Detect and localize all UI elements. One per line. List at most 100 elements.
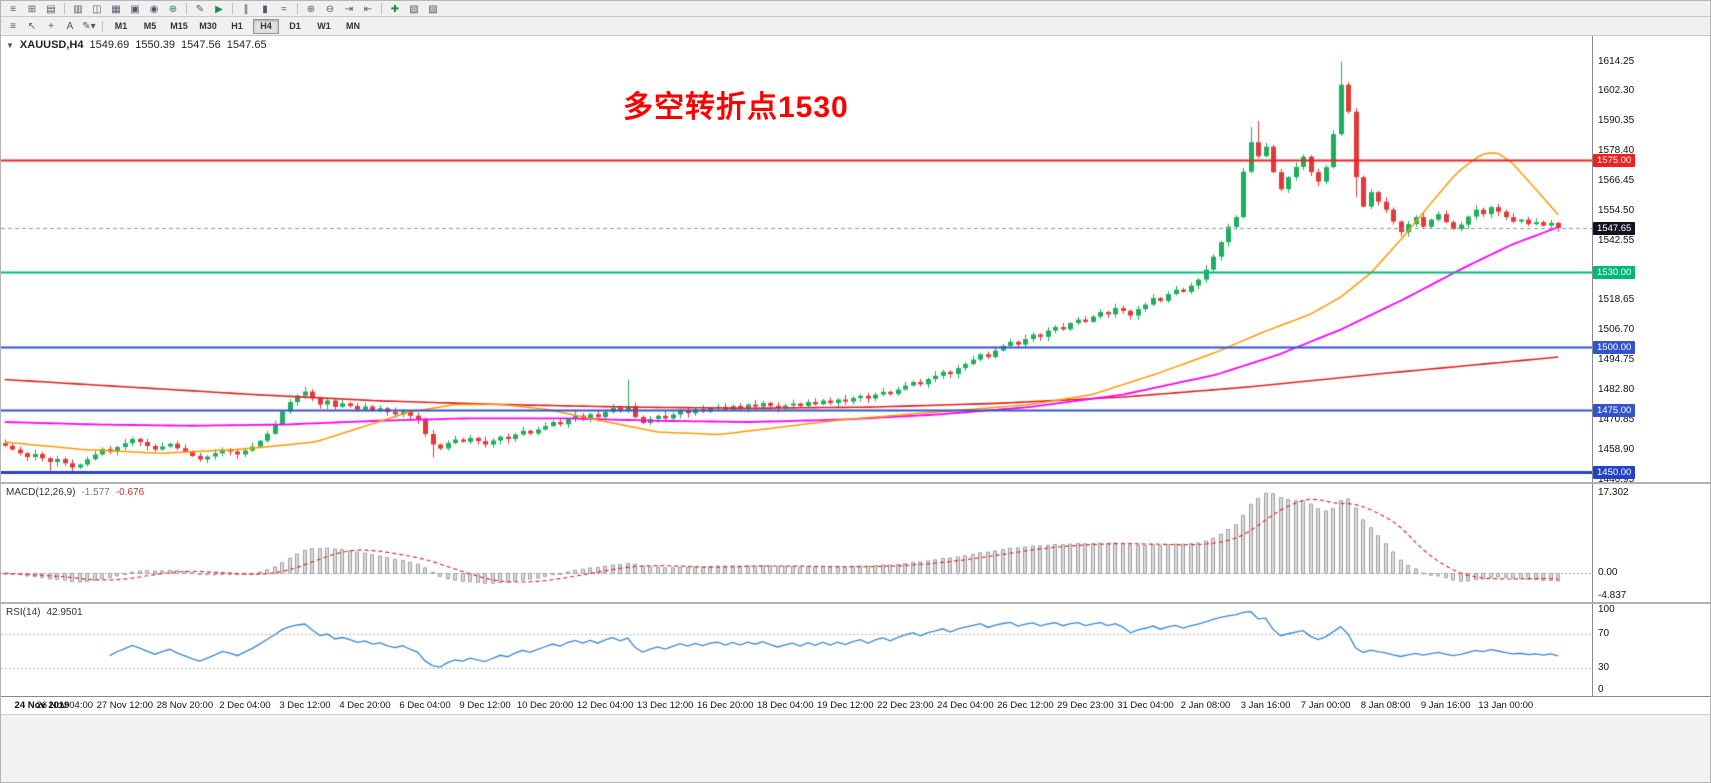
time-label: 7 Jan 00:00 (1300, 700, 1351, 711)
macd-scale[interactable]: 17.302 0.00 -4.837 (1592, 484, 1710, 602)
rsi-pane: 100 70 30 0 RSI(14) 42.9501 (1, 604, 1710, 696)
rsi-canvas[interactable] (1, 604, 1592, 696)
time-label: 16 Dec 20:00 (696, 700, 754, 711)
timeframe-m30-button[interactable]: M30 (199, 20, 217, 31)
navigator-button[interactable]: ▦ (111, 3, 121, 15)
windows-button[interactable]: ≡ (10, 21, 16, 32)
bar-chart-button[interactable]: ∥ (243, 3, 249, 15)
current-price-tag: 1547.65 (1593, 222, 1636, 236)
main-toolbar: ≡ ⊞ ▤ ▥ ◫ ▦ ▣ ◉ ⊕ ✎ ▶ ∥ ▮ ≈ ⊕ ⊖ ⇥ ⇤ ✚ ▧ ▨ (1, 1, 1710, 17)
timeframe-mn-button[interactable]: MN (346, 20, 360, 31)
autotrading-button[interactable]: ▶ (215, 3, 223, 15)
macd-canvas[interactable] (1, 484, 1592, 602)
timeframe-h1-button[interactable]: H1 (231, 20, 243, 31)
timeframe-h4-button[interactable]: H4 (253, 18, 279, 34)
rsi-scale[interactable]: 100 70 30 0 (1592, 604, 1710, 696)
new-order-button[interactable]: ⊕ (168, 3, 178, 15)
time-label: 13 Dec 12:00 (636, 700, 694, 711)
bottom-area (1, 714, 1710, 782)
menu-button[interactable]: ≡ (10, 3, 16, 15)
zoom-out-button[interactable]: ⊖ (325, 3, 335, 15)
pane-splitter-rsi[interactable] (1, 602, 1710, 604)
one-click-trading-toggle[interactable]: ▼ (6, 41, 14, 50)
resistance-line-1575-tag: 1575.00 (1593, 153, 1636, 167)
macd-pane: 17.302 0.00 -4.837 MACD(12,26,9) -1.577 -0… (1, 484, 1710, 602)
pivot-line-1530-tag: 1530.00 (1593, 266, 1636, 280)
price-tick: 1602.30 (1598, 85, 1635, 97)
toolbar-separator (186, 3, 187, 14)
time-label: 4 Dec 20:00 (339, 700, 391, 711)
toolbar-separator (297, 3, 298, 14)
time-label: 31 Dec 04:00 (1117, 700, 1174, 711)
zoom-in-button[interactable]: ⊕ (306, 3, 316, 15)
time-label: 27 Nov 12:00 (96, 700, 154, 711)
price-tick: 1542.55 (1598, 234, 1635, 246)
time-label: 22 Dec 23:00 (877, 700, 934, 711)
auto-scroll-button[interactable]: ⇥ (344, 3, 354, 15)
time-label: 24 Dec 04:00 (937, 700, 994, 711)
periods-button[interactable]: ▧ (409, 3, 419, 15)
price-tick: 1470.85 (1598, 413, 1635, 425)
time-label: 26 Nov 04:00 (36, 700, 94, 711)
price-tick: 1590.35 (1598, 115, 1635, 127)
time-label: 29 Dec 23:00 (1057, 700, 1114, 711)
timeframe-m15-button[interactable]: M15 (170, 20, 188, 31)
timeframe-w1-button[interactable]: W1 (317, 20, 331, 31)
time-label: 28 Nov 20:00 (156, 700, 214, 711)
time-label: 3 Jan 16:00 (1240, 700, 1291, 711)
time-label: 9 Jan 16:00 (1420, 700, 1471, 711)
candlestick-chart-button[interactable]: ▮ (262, 3, 268, 15)
time-label: 19 Dec 12:00 (817, 700, 874, 711)
main-chart-pane: 1614.25 1602.30 1590.35 1578.40 1566.45 1554.… (1, 36, 1710, 482)
macd-tick: -4.837 (1598, 589, 1627, 601)
rsi-tick: 100 (1598, 604, 1615, 615)
price-tick: 1566.45 (1598, 175, 1635, 187)
price-tick: 1518.65 (1598, 294, 1635, 306)
macd-tick: 17.302 (1598, 487, 1629, 499)
chart-annotation: 多空转折点1530 (623, 91, 849, 124)
time-label: 6 Dec 04:00 (399, 700, 451, 711)
time-label: 24 Nov 2019 (14, 700, 70, 711)
templates-button[interactable]: ▨ (428, 3, 438, 15)
time-label: 9 Dec 12:00 (459, 700, 511, 711)
price-tick: 1458.90 (1598, 443, 1635, 455)
time-label: 12 Dec 04:00 (576, 700, 634, 711)
line-chart-button[interactable]: ≈ (281, 3, 287, 15)
draw-tools-button[interactable]: ✎▾ (82, 21, 96, 32)
text-label-button[interactable]: A (66, 21, 74, 32)
toolbar-separator (381, 3, 382, 14)
price-tick: 1614.25 (1598, 55, 1635, 67)
terminal-button[interactable]: ▣ (130, 3, 140, 15)
main-price-scale[interactable]: 1614.25 1602.30 1590.35 1578.40 1566.45 1554.… (1592, 36, 1710, 482)
strategy-tester-button[interactable]: ◉ (149, 3, 159, 15)
price-tick: 1494.75 (1598, 354, 1635, 366)
timeframe-d1-button[interactable]: D1 (289, 20, 301, 31)
metaeditor-button[interactable]: ✎ (195, 3, 205, 15)
cursor-button[interactable]: ↖ (27, 21, 37, 32)
pane-splitter-macd[interactable] (1, 482, 1710, 484)
time-label: 10 Dec 20:00 (516, 700, 574, 711)
price-tick: 1554.50 (1598, 204, 1635, 216)
time-axis[interactable]: 24 Nov 2019 26 Nov 04:00 27 Nov 12:00 28 No… (1, 696, 1710, 714)
profiles-button[interactable]: ▤ (46, 3, 56, 15)
data-window-button[interactable]: ◫ (92, 3, 102, 15)
new-chart-button[interactable]: ⊞ (27, 3, 37, 15)
timeframe-m1-button[interactable]: M1 (114, 20, 128, 31)
main-chart-canvas[interactable] (1, 36, 1592, 482)
support-line-1450-tag: 1450.00 (1593, 466, 1636, 479)
toolbar-separator (102, 20, 103, 32)
timeframe-toolbar: ≡ ↖ + A ✎▾ M1 M5 M15 M30 H1 H4 D1 W1 MN (1, 17, 1710, 36)
timeframe-m5-button[interactable]: M5 (143, 20, 157, 31)
toolbar-separator (64, 3, 65, 14)
price-tick: 1482.80 (1598, 384, 1635, 396)
price-tick: 1506.70 (1598, 324, 1635, 336)
crosshair-button[interactable]: + (48, 21, 54, 32)
support-line-1500-tag: 1500.00 (1593, 341, 1636, 355)
time-label: 2 Jan 08:00 (1180, 700, 1231, 711)
indicators-button[interactable]: ✚ (390, 3, 400, 15)
market-watch-button[interactable]: ▥ (73, 3, 83, 15)
price-tick: 1578.40 (1598, 145, 1635, 157)
chart-shift-button[interactable]: ⇤ (363, 3, 373, 15)
support-line-1475-tag: 1475.00 (1593, 403, 1636, 417)
